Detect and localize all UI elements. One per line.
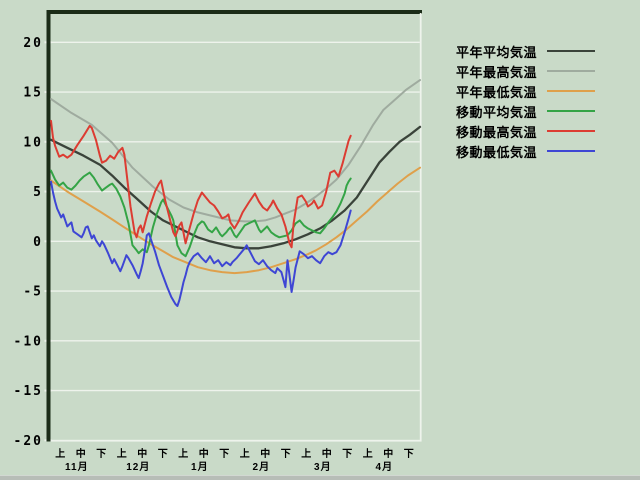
plot-border-top: [46, 10, 422, 14]
y-tick-label: 15: [23, 86, 43, 101]
x-month-label: 2月: [253, 461, 271, 473]
x-period-label: 下: [342, 448, 352, 460]
x-period-label: 中: [383, 447, 393, 460]
x-period-label: 上: [55, 447, 65, 460]
y-tick-label: 20: [23, 36, 43, 51]
x-period-label: 中: [260, 447, 270, 460]
plot-border-right: [419, 13, 422, 442]
legend-item-normal-min: 平年最低気温: [456, 84, 596, 100]
legend-item-moving-min: 移動最低気温: [456, 144, 596, 160]
legend-line-swatch-normal-max: [547, 70, 596, 72]
x-period-label: 中: [322, 447, 332, 460]
legend-item-normal-max: 平年最高気温: [456, 64, 596, 80]
x-month-label: 12月: [126, 461, 150, 473]
x-period-label: 中: [76, 447, 86, 460]
x-period-label: 下: [96, 448, 106, 460]
legend-line-swatch-normal-avg: [547, 50, 596, 52]
y-tick-label: -20: [14, 434, 43, 449]
legend-label-normal-min: 平年最低気温: [456, 84, 538, 100]
window-bottom-edge: [0, 475, 640, 480]
x-month-label: 11月: [65, 461, 89, 473]
y-tick-label: 10: [23, 135, 43, 150]
x-month-label: 1月: [191, 461, 209, 473]
series-line-moving-max: [50, 119, 352, 249]
y-tick-label: -15: [14, 384, 43, 399]
x-period-label: 下: [281, 448, 291, 460]
legend-item-moving-max: 移動最高気温: [456, 124, 596, 140]
y-tick-label: -5: [23, 285, 43, 300]
series-line-normal-min: [50, 166, 421, 275]
legend-line-swatch-normal-min: [547, 90, 596, 92]
x-period-label: 上: [178, 447, 188, 460]
x-period-label: 上: [301, 447, 311, 460]
x-period-label: 中: [137, 447, 147, 460]
x-period-label: 下: [158, 448, 168, 460]
x-period-label: 上: [240, 447, 250, 460]
x-month-label: 4月: [376, 461, 394, 473]
chart-legend: 平年平均気温 平年最高気温 平年最低気温 移動平均気温 移動最高気温 移動最低気温: [456, 44, 596, 164]
legend-item-moving-avg: 移動平均気温: [456, 104, 596, 120]
legend-label-moving-min: 移動最低気温: [456, 144, 538, 160]
x-period-label: 上: [117, 447, 127, 460]
x-period-label: 上: [363, 447, 373, 460]
series-line-normal-max: [50, 79, 421, 223]
y-tick-label: 0: [33, 235, 43, 250]
legend-label-normal-max: 平年最高気温: [456, 64, 538, 80]
y-tick-label: -10: [14, 334, 43, 349]
x-period-label: 下: [404, 448, 414, 460]
series-line-moving-avg: [50, 169, 352, 258]
legend-label-normal-avg: 平年平均気温: [456, 44, 538, 60]
legend-line-swatch-moving-min: [547, 150, 596, 152]
x-month-label: 3月: [314, 461, 332, 473]
legend-label-moving-avg: 移動平均気温: [456, 104, 538, 120]
legend-line-swatch-moving-max: [547, 130, 596, 132]
y-tick-label: 5: [33, 185, 43, 200]
legend-label-moving-max: 移動最高気温: [456, 124, 538, 140]
x-axis-line: [50, 439, 422, 442]
x-period-label: 下: [219, 448, 229, 460]
y-axis-line: [46, 10, 51, 442]
series-line-moving-min: [50, 180, 352, 307]
x-period-label: 中: [199, 447, 209, 460]
series-line-normal-avg: [49, 125, 422, 250]
legend-line-swatch-moving-avg: [547, 110, 596, 112]
legend-item-normal-avg: 平年平均気温: [456, 44, 596, 60]
